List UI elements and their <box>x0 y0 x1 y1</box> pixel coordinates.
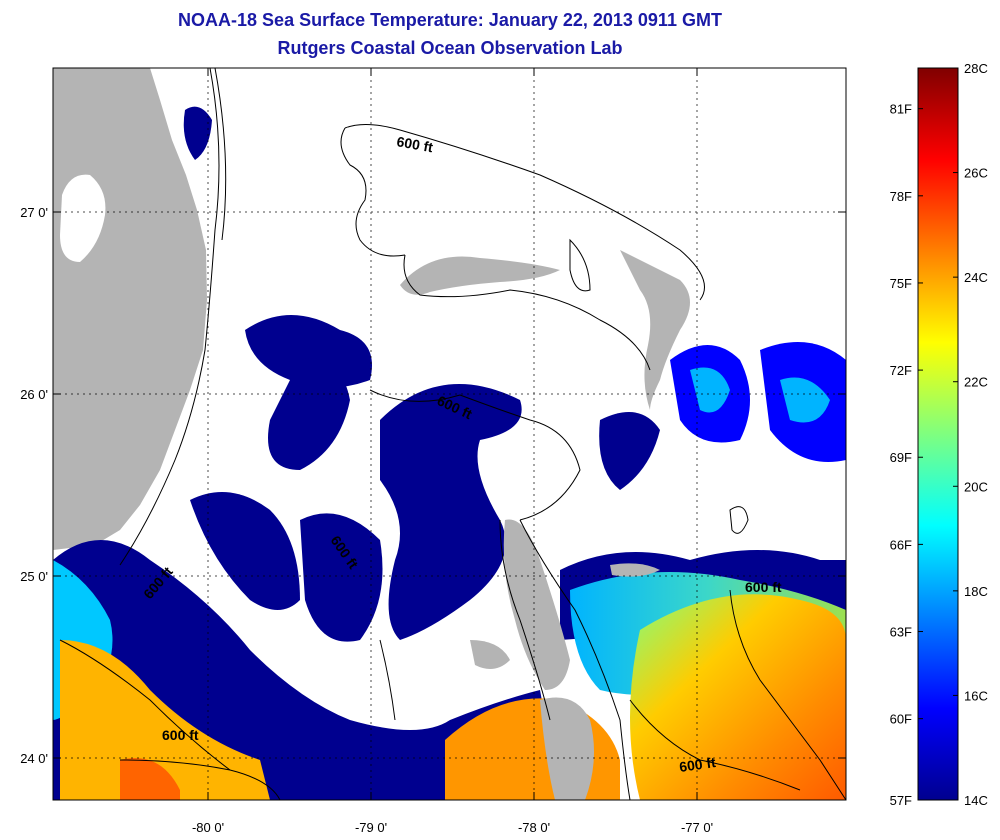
map-panel: 600 ft 600 ft 600 ft 600 ft 600 ft 600 f… <box>53 68 846 800</box>
colorbar-fahrenheit-label: 78F <box>890 189 912 204</box>
map-frame <box>52 67 847 801</box>
colorbar <box>917 67 959 801</box>
colorbar-fahrenheit-label: 81F <box>890 102 912 117</box>
lon-tick-label: -79 0' <box>355 820 387 835</box>
colorbar-celsius-label: 16C <box>964 688 988 703</box>
colorbar-fahrenheit-label: 75F <box>890 276 912 291</box>
lat-tick-label: 26 0' <box>20 387 48 402</box>
lon-tick-label: -78 0' <box>518 820 550 835</box>
colorbar-celsius-label: 26C <box>964 166 988 181</box>
contour-label-southwest: 600 ft <box>162 727 199 743</box>
lat-tick-label: 24 0' <box>20 751 48 766</box>
bahamas-land <box>400 250 690 800</box>
map-title: NOAA-18 Sea Surface Temperature: January… <box>178 10 722 30</box>
lake-okeechobee <box>60 174 106 262</box>
lat-tick-label: 27 0' <box>20 205 48 220</box>
colorbar-fahrenheit-label: 63F <box>890 625 912 640</box>
colorbar-celsius-label: 14C <box>964 793 988 808</box>
contour-label-southeast: 600 ft <box>678 754 717 775</box>
bathymetry-contours <box>59 68 846 800</box>
lon-tick-label: -80 0' <box>192 820 224 835</box>
colorbar-fahrenheit-label: 69F <box>890 450 912 465</box>
colorbar-celsius-label: 20C <box>964 479 988 494</box>
colorbar-celsius-label: 24C <box>964 270 988 285</box>
lat-tick-label: 25 0' <box>20 569 48 584</box>
colorbar-fahrenheit-label: 72F <box>890 363 912 378</box>
colorbar-ticks <box>918 67 958 801</box>
colorbar-fahrenheit-label: 60F <box>890 712 912 727</box>
colorbar-celsius-label: 18C <box>964 584 988 599</box>
map-subtitle: Rutgers Coastal Ocean Observation Lab <box>277 38 623 58</box>
lat-lon-grid <box>53 68 846 800</box>
contour-label-east: 600 ft <box>745 579 782 595</box>
colorbar-labels: 28C 26C 24C 22C 20C 18C 16C 14C 81F 78F 75F 72F 69F 6… <box>890 61 988 808</box>
axis-ticks <box>53 68 846 800</box>
colorbar-fahrenheit-label: 66F <box>890 537 912 552</box>
contour-label-north: 600 ft <box>395 133 434 155</box>
colorbar-fahrenheit-label: 57F <box>890 793 912 808</box>
colorbar-celsius-label: 28C <box>964 61 988 76</box>
colorbar-celsius-label: 22C <box>964 375 988 390</box>
lon-tick-label: -77 0' <box>681 820 713 835</box>
